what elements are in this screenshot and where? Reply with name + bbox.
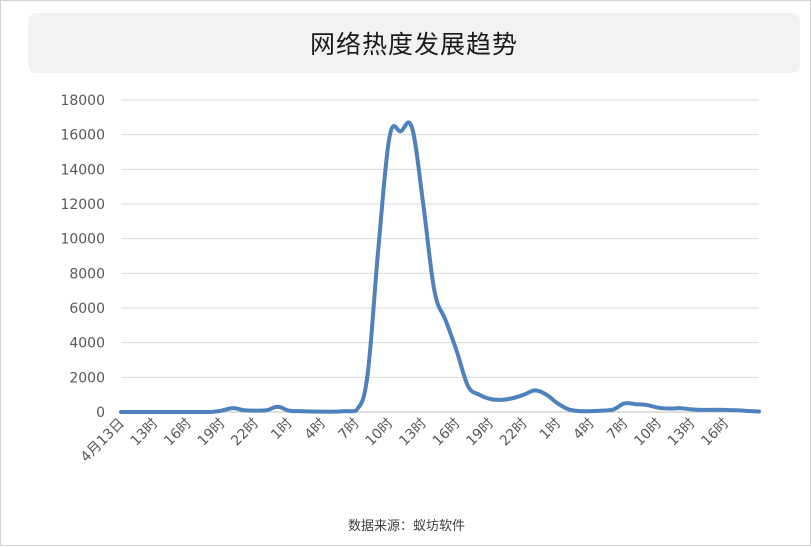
x-tick-label: 22时 (497, 416, 531, 450)
x-tick-label: 1时 (268, 416, 296, 444)
x-tick-label: 4时 (302, 416, 330, 444)
x-tick-label: 13时 (396, 416, 430, 450)
x-tick-label: 10时 (631, 416, 665, 450)
x-tick-label: 7时 (604, 416, 632, 444)
x-tick-label: 16时 (430, 416, 464, 450)
x-tick-label: 4时 (570, 416, 598, 444)
x-tick-label: 16时 (698, 416, 732, 450)
x-tick-label: 16时 (161, 416, 195, 450)
x-tick-label: 13时 (128, 416, 162, 450)
y-tick-label: 8000 (69, 266, 105, 282)
y-tick-label: 4000 (69, 336, 105, 352)
y-tick-label: 2000 (69, 370, 105, 386)
y-tick-label: 6000 (69, 301, 105, 317)
x-tick-label: 10时 (363, 416, 397, 450)
y-tick-label: 12000 (60, 197, 105, 213)
data-source: 数据来源：蚁坊软件 (347, 519, 465, 534)
series-line (119, 120, 761, 414)
x-tick-label: 19时 (195, 416, 229, 450)
y-tick-label: 0 (96, 405, 105, 421)
x-tick-label: 13时 (665, 416, 699, 450)
chart-title-bar: 网络热度发展趋势 (28, 13, 800, 73)
y-tick-label: 10000 (60, 232, 105, 248)
y-tick-label: 14000 (60, 162, 105, 178)
x-tick-label: 1时 (537, 416, 565, 444)
x-tick-label: 22时 (228, 416, 262, 450)
x-tick-label: 4月13日 (78, 416, 128, 466)
x-tick-label: 7时 (335, 416, 363, 444)
y-tick-label: 16000 (60, 128, 105, 144)
chart-title: 网络热度发展趋势 (309, 30, 518, 59)
x-tick-label: 19时 (463, 416, 497, 450)
y-tick-label: 18000 (60, 93, 105, 109)
